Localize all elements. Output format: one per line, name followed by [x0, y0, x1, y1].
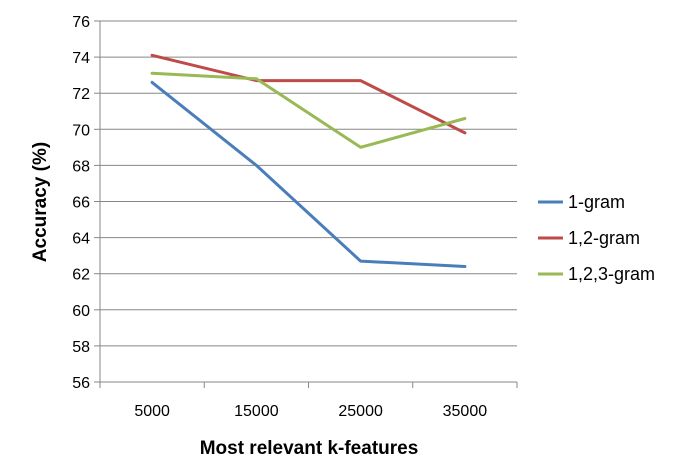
x-tick-label: 25000: [338, 403, 383, 420]
axes: [94, 20, 518, 388]
y-tick-label: 70: [72, 122, 90, 139]
legend-label: 1,2,3-gram: [568, 264, 655, 284]
x-tick-label: 5000: [134, 403, 170, 420]
x-tick-labels: 5000 15000 25000 35000: [134, 403, 487, 420]
x-tick-label: 35000: [443, 403, 488, 420]
x-axis-title: Most relevant k-features: [200, 438, 419, 459]
legend-label: 1-gram: [568, 192, 625, 212]
series-line: [150, 71, 467, 149]
y-tick-label: 58: [72, 339, 90, 356]
y-tick-label: 74: [72, 50, 90, 67]
y-tick-label: 68: [72, 158, 90, 175]
y-tick-label: 60: [72, 303, 90, 320]
series-line: [150, 53, 467, 135]
x-tick-label: 15000: [234, 403, 279, 420]
y-tick-label: 62: [72, 267, 90, 284]
y-tick-label: 66: [72, 195, 90, 212]
y-tick-label: 76: [72, 14, 90, 31]
legend-label: 1,2-gram: [568, 228, 640, 248]
series-lines: [150, 53, 467, 268]
y-tick-label: 56: [72, 375, 90, 392]
grid-lines: [100, 20, 517, 347]
y-tick-label: 72: [72, 86, 90, 103]
y-tick-labels: 56 58 60 62 64 66 68 70 72 74 76: [72, 14, 90, 392]
legend: 1-gram 1,2-gram 1,2,3-gram: [538, 192, 655, 284]
y-tick-label: 64: [72, 231, 90, 248]
y-axis-title: Accuracy (%): [30, 142, 51, 262]
series-line: [150, 80, 467, 268]
